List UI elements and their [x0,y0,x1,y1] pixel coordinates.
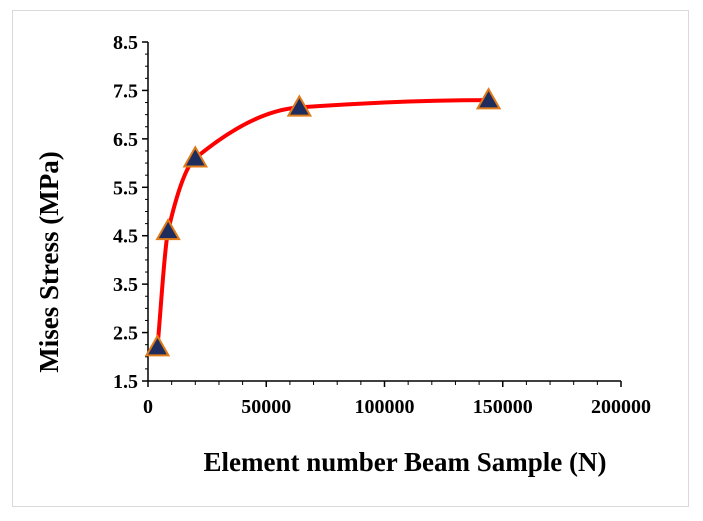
axes [147,42,621,382]
data-point-marker [286,94,313,117]
x-tick-label: 0 [143,396,153,418]
y-tick-label: 8.5 [113,32,138,54]
y-tick-label: 2.5 [113,323,138,345]
y-tick-label: 1.5 [113,371,138,393]
series-curve [155,98,489,348]
y-tick-label: 5.5 [113,177,138,199]
chart-frame [12,10,689,507]
y-tick-label: 4.5 [113,226,138,248]
series-markers [144,87,502,357]
y-tick-label: 6.5 [113,129,138,151]
x-tick-label: 100000 [355,396,415,418]
y-tick-label: 3.5 [113,274,138,296]
data-point-marker [155,217,181,241]
x-tick-label: 50000 [241,396,291,418]
x-tick-label: 150000 [473,396,533,418]
y-tick-label: 7.5 [113,80,138,102]
data-point-marker [144,334,171,357]
x-tick-label: 200000 [591,396,651,418]
data-point-marker [182,145,209,168]
y-ticks: 1.5 2.5 3.5 4.5 5.5 6.5 7.5 8.5 [113,32,148,393]
data-point-marker [475,87,502,110]
x-ticks: 0 50000 100000 150000 200000 [143,381,651,418]
y-axis-title: Mises Stress (MPa) [34,151,64,372]
x-axis-title: Element number Beam Sample (N) [204,447,607,477]
